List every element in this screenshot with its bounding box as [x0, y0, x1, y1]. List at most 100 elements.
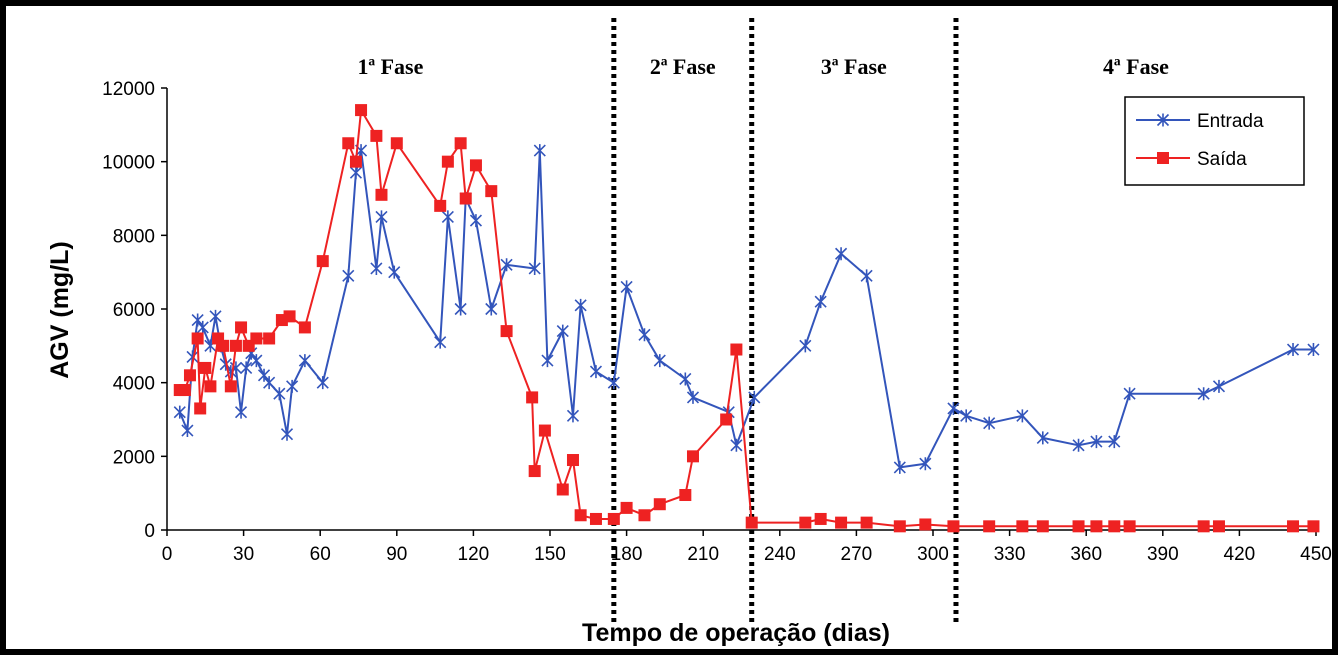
x-tick-label: 420 [1224, 544, 1256, 565]
data-point [1212, 379, 1226, 393]
data-point [607, 376, 620, 390]
data-point [1212, 520, 1225, 533]
data-point [1036, 431, 1049, 445]
data-point [1123, 520, 1136, 533]
data-point [459, 192, 472, 205]
legend: Entrada Saída [1124, 96, 1305, 186]
data-point [538, 424, 551, 437]
phase-label: 2ª Fase [650, 54, 716, 79]
data-point [209, 309, 222, 323]
x-tick-label: 240 [764, 544, 796, 565]
data-point [919, 518, 932, 531]
x-tick-label: 390 [1147, 544, 1179, 565]
data-point [1036, 520, 1049, 533]
x-tick-label: 60 [310, 544, 331, 565]
x-tick-label: 360 [1070, 544, 1102, 565]
data-point [263, 376, 276, 390]
data-point [342, 269, 355, 283]
y-axis-title: AGV (mg/L) [46, 241, 74, 379]
data-point [485, 185, 498, 198]
data-point [686, 450, 699, 463]
data-point [217, 339, 230, 352]
data-point [273, 387, 286, 401]
data-point [814, 295, 827, 309]
data-point [500, 258, 513, 272]
data-point [224, 380, 237, 393]
data-point [191, 313, 204, 327]
legend-label: Entrada [1197, 111, 1264, 132]
data-point [375, 210, 388, 224]
data-point [574, 509, 587, 522]
data-point [1072, 438, 1085, 452]
data-point [720, 413, 733, 426]
data-point [181, 424, 194, 438]
data-point [204, 380, 217, 393]
data-point [441, 155, 454, 168]
data-point [528, 465, 541, 478]
data-point [355, 104, 368, 117]
data-point [441, 210, 454, 224]
data-point [469, 159, 482, 172]
x-tick-label: 30 [233, 544, 254, 565]
x-tick-label: 450 [1300, 544, 1332, 565]
x-tick-label: 270 [841, 544, 873, 565]
data-point [199, 361, 212, 374]
data-point [390, 137, 403, 150]
series-2 [173, 104, 1320, 533]
x-tick-label: 300 [917, 544, 949, 565]
data-point [1090, 520, 1103, 533]
data-point [1307, 520, 1320, 533]
data-point [947, 520, 960, 533]
data-point [196, 320, 209, 334]
phase-label: 3ª Fase [821, 54, 887, 79]
data-point [1108, 520, 1121, 533]
data-point [469, 214, 483, 228]
y-tick-label: 0 [144, 521, 155, 542]
data-point [835, 247, 848, 261]
phase-label: 1ª Fase [357, 54, 423, 79]
data-point [566, 454, 579, 467]
data-point [280, 427, 294, 441]
data-point [234, 405, 248, 419]
legend-marker [1157, 152, 1169, 164]
data-point [485, 302, 498, 316]
data-point [370, 129, 383, 142]
y-tick-label: 12000 [102, 79, 155, 100]
data-point [235, 321, 248, 334]
data-point [1123, 387, 1136, 401]
data-point [283, 310, 296, 323]
x-tick-label: 150 [534, 544, 566, 565]
y-tick-label: 10000 [102, 153, 155, 174]
y-tick-label: 8000 [113, 226, 155, 247]
phase-labels: 1ª Fase 2ª Fase 3ª Fase 4ª Fase [357, 54, 1169, 79]
data-point [1072, 520, 1085, 533]
data-point [983, 520, 996, 533]
data-point [947, 401, 960, 415]
x-tick-label: 180 [611, 544, 643, 565]
data-point [893, 520, 906, 533]
data-point [638, 509, 651, 522]
data-point [620, 501, 633, 514]
data-point [589, 365, 603, 379]
data-point [434, 335, 447, 349]
data-point [263, 332, 276, 345]
data-point [1287, 520, 1300, 533]
data-point [556, 324, 569, 338]
data-point [1016, 520, 1029, 533]
data-point [257, 368, 271, 382]
legend-marker [1156, 113, 1170, 127]
data-point [316, 376, 329, 390]
data-point [240, 361, 253, 375]
data-point [607, 512, 620, 525]
data-point [653, 354, 666, 368]
data-point [298, 321, 311, 334]
data-point [983, 416, 996, 430]
data-point [250, 332, 263, 345]
data-point [349, 155, 362, 168]
legend-label: Saída [1197, 149, 1247, 170]
data-point [1016, 409, 1029, 423]
data-point [814, 512, 827, 525]
data-point [298, 354, 311, 368]
